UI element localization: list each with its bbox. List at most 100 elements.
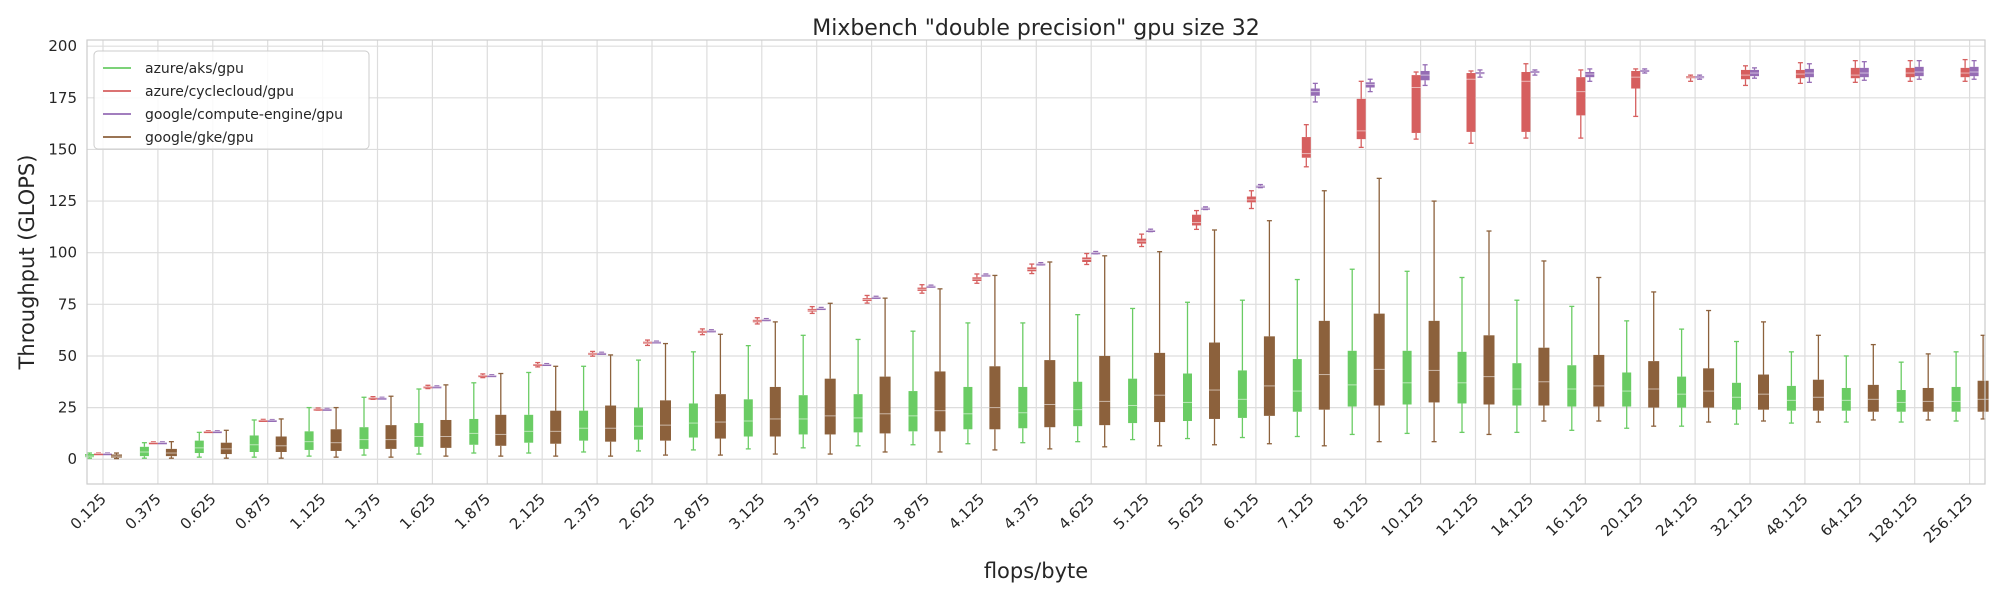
box-plot	[1255, 183, 1265, 189]
box-plot	[798, 334, 808, 449]
box-body	[1977, 380, 1989, 412]
x-tick-label: 12.125	[1432, 490, 1482, 540]
box-body	[1073, 381, 1083, 427]
box-plot	[1347, 268, 1357, 436]
box-body	[203, 431, 213, 434]
box-body	[1128, 378, 1138, 424]
box-body	[1867, 384, 1879, 412]
box-body	[1593, 354, 1605, 407]
x-tick-label: 3.125	[726, 490, 769, 533]
box-body	[258, 419, 268, 422]
box-plot	[1786, 351, 1796, 424]
grid	[87, 40, 1985, 484]
box-plot	[660, 342, 671, 456]
box-body	[1183, 373, 1192, 422]
x-tick-label: 24.125	[1652, 490, 1702, 540]
box-body	[714, 394, 726, 439]
x-tick-label: 4.625	[1055, 490, 1098, 533]
box-body	[1018, 386, 1028, 429]
box-plot	[1201, 206, 1210, 211]
box-body	[1648, 361, 1660, 408]
box-body	[542, 364, 552, 367]
box-body	[139, 446, 149, 457]
box-plot	[94, 452, 103, 456]
y-tick-label: 75	[58, 295, 77, 313]
box-plot	[862, 294, 872, 304]
x-axis-label: flops/byte	[984, 559, 1088, 583]
box-plot	[1914, 60, 1924, 80]
x-tick-label: 0.375	[122, 490, 165, 533]
box-body	[359, 427, 369, 449]
box-body	[267, 419, 277, 422]
box-body	[1420, 70, 1430, 81]
box-plot	[275, 418, 287, 459]
box-plot	[917, 284, 927, 294]
box-plot	[743, 344, 753, 450]
box-body	[94, 453, 103, 456]
box-body	[1960, 67, 1970, 78]
chart-title: Mixbench "double precision" gpu size 32	[812, 16, 1260, 41]
box-plot	[1850, 60, 1860, 83]
box-plot	[1237, 299, 1247, 439]
x-tick-label: 3.625	[835, 490, 878, 533]
box-body	[1951, 386, 1961, 412]
box-plot	[385, 395, 397, 458]
box-plot	[597, 351, 607, 355]
box-plot	[249, 419, 259, 458]
box-plot	[1044, 261, 1056, 450]
box-plot	[1192, 209, 1201, 231]
box-body	[1812, 379, 1824, 411]
box-plot	[1411, 71, 1421, 140]
box-plot	[194, 431, 204, 458]
box-body	[249, 435, 259, 452]
box-body	[1758, 374, 1769, 410]
x-tick-label: 0.125	[67, 490, 110, 533]
box-body	[1154, 352, 1166, 423]
box-plot	[714, 333, 726, 456]
box-plot	[697, 328, 707, 336]
box-body	[1567, 365, 1577, 407]
box-body	[322, 408, 332, 411]
box-plot	[579, 365, 589, 453]
box-body	[1841, 387, 1851, 411]
box-plot	[1686, 74, 1696, 82]
box-body	[1585, 72, 1595, 78]
x-tick-label: 1.375	[341, 490, 384, 533]
x-tick-label: 2.125	[506, 490, 549, 533]
box-plot	[148, 441, 158, 445]
box-body	[853, 394, 863, 433]
box-body	[1292, 359, 1302, 412]
legend-label: azure/aks/gpu	[145, 61, 244, 77]
box-plot	[377, 396, 387, 400]
x-tick-label: 1.125	[286, 490, 329, 533]
y-tick-label: 0	[67, 450, 77, 468]
box-body	[1483, 335, 1495, 405]
box-plot	[1027, 263, 1037, 275]
series-azure-aks-gpu	[85, 268, 1961, 459]
box-plot	[1677, 328, 1687, 427]
x-tick-label: 1.625	[396, 490, 439, 533]
legend-item: azure/aks/gpu	[103, 61, 244, 77]
box-body	[761, 319, 771, 322]
box-body	[165, 448, 177, 457]
box-body	[1905, 67, 1915, 78]
box-body	[926, 285, 936, 288]
box-body	[1786, 385, 1796, 411]
box-plot	[879, 297, 891, 453]
box-body	[1402, 350, 1412, 405]
box-body	[1411, 75, 1421, 133]
box-body	[1044, 360, 1056, 428]
box-body	[1428, 320, 1440, 403]
box-plot	[165, 441, 177, 459]
box-body	[1896, 390, 1906, 412]
box-body	[1356, 98, 1366, 140]
box-plot	[524, 371, 534, 454]
x-tick-label: 2.625	[616, 490, 659, 533]
box-plot	[1593, 276, 1605, 422]
x-tick-label: 2.875	[671, 490, 714, 533]
box-body	[769, 386, 781, 437]
legend-item: google/gke/gpu	[103, 130, 254, 146]
box-plot	[1521, 63, 1531, 139]
box-body	[495, 414, 507, 446]
box-plot	[1896, 361, 1906, 423]
